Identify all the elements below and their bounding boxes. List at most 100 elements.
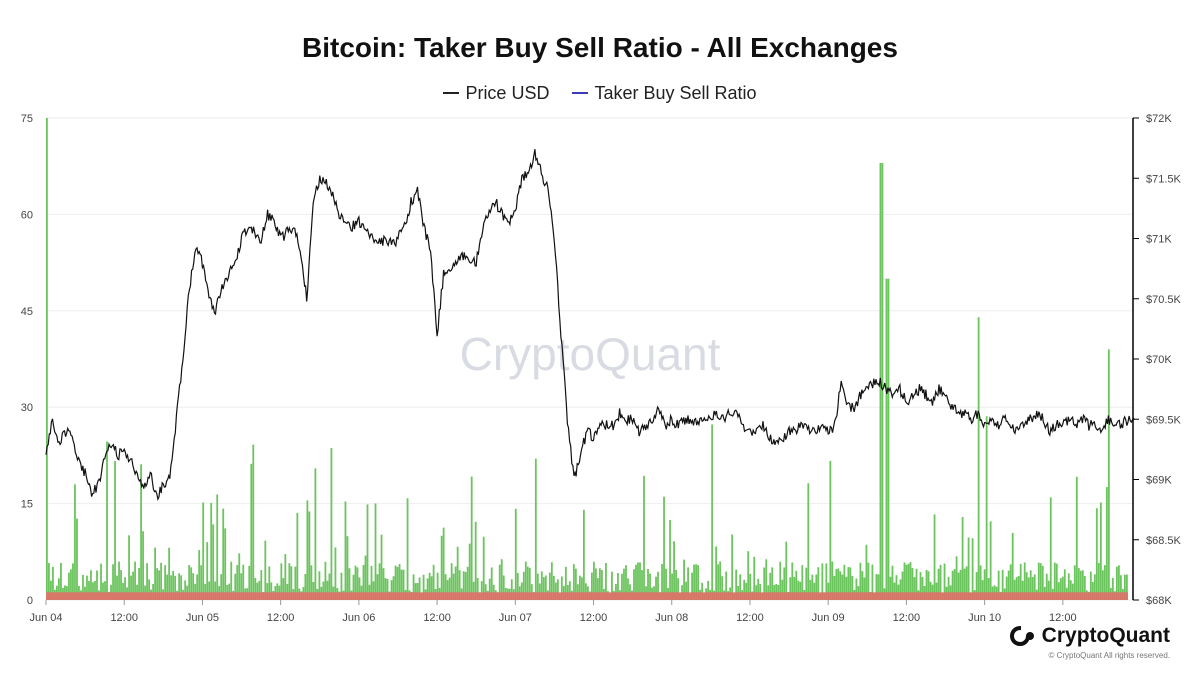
ratio-bar xyxy=(428,572,431,600)
ratio-bar xyxy=(334,547,337,600)
ratio-bar xyxy=(398,564,401,600)
ratio-bar xyxy=(538,583,541,600)
ratio-bar xyxy=(1005,576,1008,600)
ratio-bar xyxy=(895,575,898,600)
ratio-bar xyxy=(807,483,810,600)
right-tick-label: $68.5K xyxy=(1146,535,1182,547)
ratio-bar xyxy=(629,584,631,600)
legend-item-ratio[interactable]: Taker Buy Sell Ratio xyxy=(572,83,757,104)
ratio-bar xyxy=(470,476,473,600)
x-axis-ticks: Jun 04 12:00 Jun 05 12:00 Jun 06 12:00 Jun 07 1… xyxy=(29,600,1077,624)
ratio-bar xyxy=(484,584,487,600)
ratio-bar xyxy=(210,502,213,600)
ratio-bar xyxy=(476,577,479,600)
ratio-bar xyxy=(621,573,623,600)
ratio-bar xyxy=(847,567,850,600)
ratio-bar xyxy=(118,561,120,600)
ratio-bar xyxy=(867,562,870,600)
ratio-bar xyxy=(422,574,425,600)
x-tick-label: 12:00 xyxy=(1049,612,1077,624)
ratio-bar xyxy=(394,565,397,600)
ratio-bar xyxy=(208,581,211,600)
ratio-bar xyxy=(763,567,766,600)
ratio-bar xyxy=(647,568,649,600)
ratio-bar xyxy=(963,568,966,600)
ratio-bar xyxy=(234,573,237,600)
ratio-bar xyxy=(416,583,419,600)
ratio-bar xyxy=(1009,564,1012,600)
ratio-bar xyxy=(534,458,537,600)
ratio-bar xyxy=(739,574,742,600)
ratio-bar xyxy=(865,544,868,600)
ratio-bar xyxy=(482,536,485,600)
ratio-bar xyxy=(779,561,782,600)
ratio-bar xyxy=(498,564,501,600)
ratio-bar xyxy=(124,577,126,600)
ratio-bar xyxy=(1063,569,1066,600)
x-tick-label: Jun 10 xyxy=(968,612,1001,624)
ratio-bar xyxy=(833,575,836,600)
ratio-bar xyxy=(849,567,852,600)
ratio-bar xyxy=(154,547,157,600)
ratio-bar xyxy=(358,577,361,600)
ratio-bar xyxy=(114,460,116,600)
ratio-bar xyxy=(466,566,469,600)
ratio-bar xyxy=(92,582,94,600)
ratio-bar xyxy=(893,582,896,600)
ratio-bar xyxy=(252,444,255,600)
right-tick-label: $70.5K xyxy=(1146,294,1182,306)
ratio-bar xyxy=(979,565,982,600)
ratio-bar xyxy=(502,575,505,600)
ratio-bar xyxy=(88,581,90,600)
ratio-bar xyxy=(156,568,159,600)
ratio-bar xyxy=(793,576,796,600)
ratio-bar xyxy=(715,546,718,600)
ratio-bar xyxy=(374,503,377,600)
ratio-bar xyxy=(1077,568,1080,600)
ratio-bar xyxy=(745,582,748,600)
ratio-bar xyxy=(891,565,894,600)
ratio-bar xyxy=(915,568,918,600)
ratio-bar xyxy=(362,564,365,600)
ratio-bar xyxy=(448,577,451,600)
ratio-bar xyxy=(396,566,399,600)
ratio-bar xyxy=(522,571,525,600)
ratio-bar xyxy=(106,441,108,600)
ratio-bar xyxy=(747,551,750,600)
ratio-bar xyxy=(580,577,583,600)
ratio-bar xyxy=(516,572,519,600)
ratio-bar xyxy=(961,516,964,600)
legend-item-price[interactable]: Price USD xyxy=(443,83,549,104)
ratio-bar xyxy=(284,554,287,600)
ratio-bar xyxy=(130,575,132,600)
ratio-bar xyxy=(356,567,359,600)
x-tick-label: Jun 05 xyxy=(186,612,219,624)
ratio-bar xyxy=(1125,574,1128,600)
right-tick-label: $71K xyxy=(1146,234,1172,246)
ratio-bar xyxy=(178,573,181,600)
ratio-bar xyxy=(855,578,858,600)
ratio-bar xyxy=(1029,570,1032,600)
ratio-bar xyxy=(717,564,720,600)
ratio-bar xyxy=(582,509,585,600)
ratio-bar xyxy=(258,580,261,600)
ratio-bar xyxy=(815,574,818,600)
ratio-bar xyxy=(364,555,367,600)
ratio-bar xyxy=(697,565,700,600)
ratio-bar xyxy=(72,563,74,600)
ratio-bar xyxy=(639,562,641,600)
ratio-bar xyxy=(344,501,347,600)
ratio-bar xyxy=(775,583,778,600)
ratio-bar xyxy=(753,556,756,600)
left-tick-label: 15 xyxy=(21,499,33,511)
ratio-bar xyxy=(953,569,956,600)
ratio-bar xyxy=(264,540,267,600)
ratio-bar xyxy=(352,574,355,600)
ratio-bar xyxy=(382,568,385,600)
ratio-bar xyxy=(86,575,88,600)
ratio-bar xyxy=(326,580,329,600)
ratio-bar xyxy=(1083,576,1086,600)
ratio-bar xyxy=(933,514,936,600)
ratio-bar xyxy=(821,563,824,600)
ratio-bar xyxy=(721,576,724,600)
